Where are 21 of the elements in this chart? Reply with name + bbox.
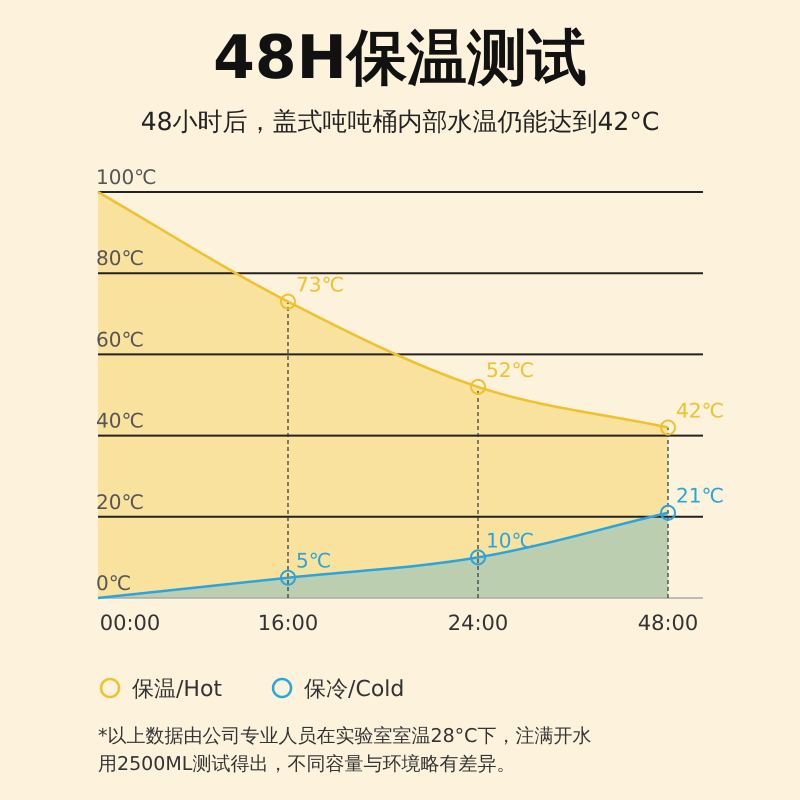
data-label: 5℃ [296, 548, 332, 573]
data-label: 21℃ [676, 484, 724, 508]
y-tick-label: 100℃ [96, 165, 157, 189]
x-tick-label: 48:00 [638, 611, 698, 635]
x-tick-label: 16:00 [258, 611, 318, 635]
data-label: 73℃ [296, 272, 344, 297]
y-tick-label: 40℃ [96, 408, 144, 433]
chart-subtitle: 48小时后，盖式吨吨桶内部水温仍能达到42°C [140, 107, 660, 136]
data-label: 10℃ [486, 528, 534, 552]
x-tick-label: 00:00 [100, 611, 160, 635]
legend-label: 保温/Hot [132, 677, 222, 702]
legend-label: 保冷/Cold [304, 677, 404, 702]
x-tick-label: 24:00 [448, 611, 508, 635]
y-tick-label: 80℃ [96, 246, 144, 270]
data-label: 42℃ [676, 398, 724, 422]
text: *以上数据由公司专业人员在实验室室温28°C下，注满开水用2500ML测试得出，不同容量与环境略有差异。 [98, 725, 592, 775]
chart-title: 48H保温测试 [213, 23, 587, 93]
y-tick-label: 0℃ [96, 571, 132, 595]
y-tick-label: 60℃ [96, 327, 144, 352]
data-label: 52℃ [486, 358, 534, 382]
y-tick-label: 20℃ [96, 490, 144, 514]
